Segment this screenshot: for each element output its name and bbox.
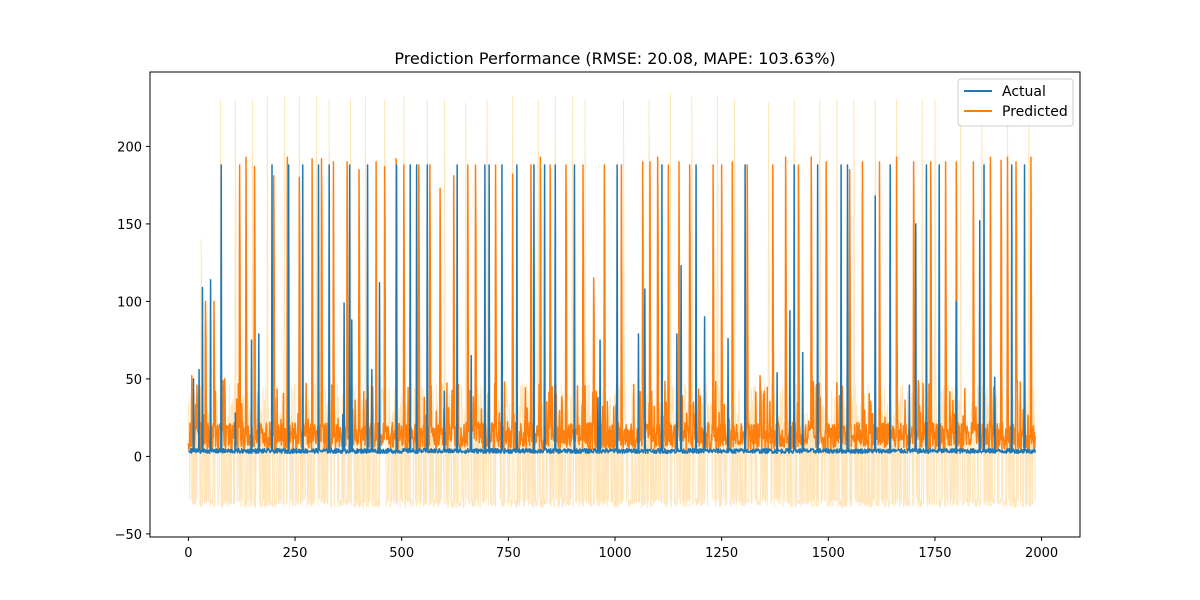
- x-tick-label: 1250: [705, 546, 738, 561]
- y-tick-label: 150: [117, 218, 142, 233]
- x-tick-label: 1500: [812, 546, 845, 561]
- x-tick-label: 0: [184, 546, 192, 561]
- legend-label-predicted: Predicted: [1002, 104, 1068, 120]
- x-tick-label: 500: [389, 546, 414, 561]
- x-tick-label: 750: [496, 546, 521, 561]
- y-tick-label: 50: [125, 373, 142, 388]
- chart-title: Prediction Performance (RMSE: 20.08, MAP…: [394, 49, 835, 68]
- y-tick-label: −50: [115, 528, 142, 543]
- y-axis: −50 0 50 100 150 200: [115, 140, 150, 543]
- x-tick-label: 1750: [918, 546, 951, 561]
- x-tick-label: 1000: [598, 546, 631, 561]
- y-tick-label: 200: [117, 140, 142, 155]
- legend: Actual Predicted: [957, 78, 1074, 127]
- series-layer: [187, 93, 1036, 509]
- x-axis: 0 250 500 750 1000 1250 1500 1750 2000: [184, 537, 1058, 561]
- y-tick-label: 0: [134, 450, 142, 465]
- series-line-actual: [188, 164, 1036, 455]
- y-tick-label: 100: [117, 295, 142, 310]
- x-tick-label: 250: [283, 546, 308, 561]
- legend-label-actual: Actual: [1002, 84, 1046, 100]
- x-tick-label: 2000: [1025, 546, 1058, 561]
